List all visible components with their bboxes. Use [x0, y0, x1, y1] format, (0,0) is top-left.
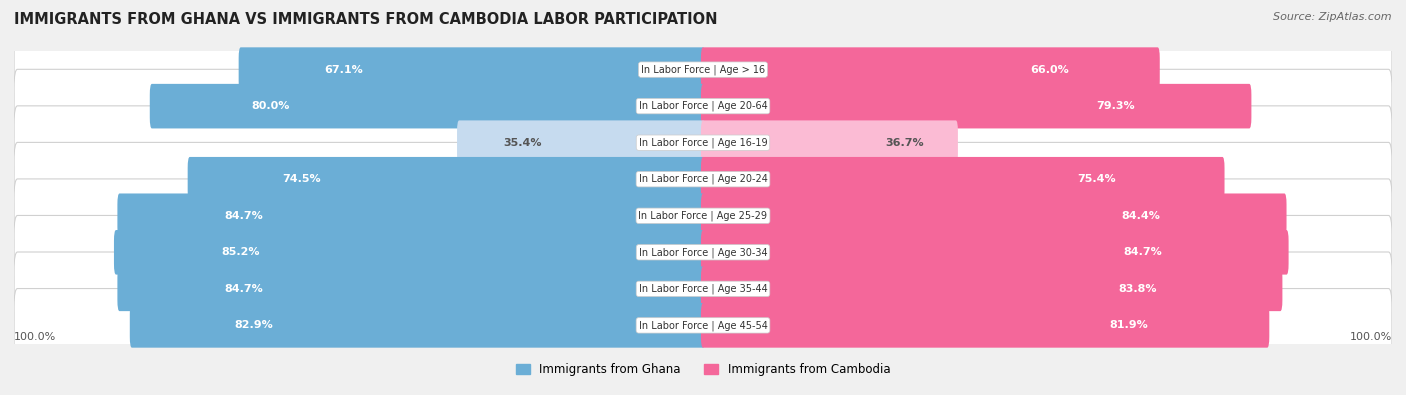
Text: 84.7%: 84.7% [225, 284, 263, 294]
FancyBboxPatch shape [239, 47, 704, 92]
FancyBboxPatch shape [117, 194, 704, 238]
Text: In Labor Force | Age 20-24: In Labor Force | Age 20-24 [638, 174, 768, 184]
FancyBboxPatch shape [14, 33, 1392, 107]
Text: 85.2%: 85.2% [222, 247, 260, 257]
FancyBboxPatch shape [14, 179, 1392, 253]
Text: 81.9%: 81.9% [1109, 320, 1149, 330]
Text: In Labor Force | Age 25-29: In Labor Force | Age 25-29 [638, 211, 768, 221]
Text: 84.4%: 84.4% [1122, 211, 1160, 221]
Text: 84.7%: 84.7% [225, 211, 263, 221]
FancyBboxPatch shape [14, 106, 1392, 180]
Text: 84.7%: 84.7% [1123, 247, 1161, 257]
FancyBboxPatch shape [457, 120, 704, 165]
FancyBboxPatch shape [702, 194, 1286, 238]
FancyBboxPatch shape [702, 303, 1270, 348]
Text: In Labor Force | Age 20-64: In Labor Force | Age 20-64 [638, 101, 768, 111]
FancyBboxPatch shape [114, 230, 704, 275]
FancyBboxPatch shape [702, 230, 1289, 275]
FancyBboxPatch shape [117, 267, 704, 311]
Text: 100.0%: 100.0% [1350, 332, 1392, 342]
FancyBboxPatch shape [702, 84, 1251, 128]
FancyBboxPatch shape [14, 252, 1392, 326]
Text: In Labor Force | Age 45-54: In Labor Force | Age 45-54 [638, 320, 768, 331]
FancyBboxPatch shape [150, 84, 704, 128]
FancyBboxPatch shape [129, 303, 704, 348]
Text: Source: ZipAtlas.com: Source: ZipAtlas.com [1274, 12, 1392, 22]
Legend: Immigrants from Ghana, Immigrants from Cambodia: Immigrants from Ghana, Immigrants from C… [516, 363, 890, 376]
Text: In Labor Force | Age 16-19: In Labor Force | Age 16-19 [638, 137, 768, 148]
Text: 74.5%: 74.5% [283, 174, 321, 184]
Text: 100.0%: 100.0% [14, 332, 56, 342]
FancyBboxPatch shape [702, 47, 1160, 92]
Text: 80.0%: 80.0% [252, 101, 290, 111]
Text: 35.4%: 35.4% [503, 138, 541, 148]
Text: 83.8%: 83.8% [1119, 284, 1157, 294]
FancyBboxPatch shape [702, 267, 1282, 311]
Text: In Labor Force | Age 30-34: In Labor Force | Age 30-34 [638, 247, 768, 258]
Text: 75.4%: 75.4% [1077, 174, 1115, 184]
FancyBboxPatch shape [702, 157, 1225, 201]
Text: IMMIGRANTS FROM GHANA VS IMMIGRANTS FROM CAMBODIA LABOR PARTICIPATION: IMMIGRANTS FROM GHANA VS IMMIGRANTS FROM… [14, 12, 717, 27]
Text: 82.9%: 82.9% [235, 320, 273, 330]
Text: In Labor Force | Age > 16: In Labor Force | Age > 16 [641, 64, 765, 75]
FancyBboxPatch shape [187, 157, 704, 201]
Text: In Labor Force | Age 35-44: In Labor Force | Age 35-44 [638, 284, 768, 294]
Text: 36.7%: 36.7% [884, 138, 924, 148]
Text: 66.0%: 66.0% [1031, 65, 1069, 75]
Text: 67.1%: 67.1% [323, 65, 363, 75]
FancyBboxPatch shape [14, 215, 1392, 289]
FancyBboxPatch shape [702, 120, 957, 165]
Text: 79.3%: 79.3% [1097, 101, 1135, 111]
FancyBboxPatch shape [14, 288, 1392, 362]
FancyBboxPatch shape [14, 69, 1392, 143]
FancyBboxPatch shape [14, 142, 1392, 216]
